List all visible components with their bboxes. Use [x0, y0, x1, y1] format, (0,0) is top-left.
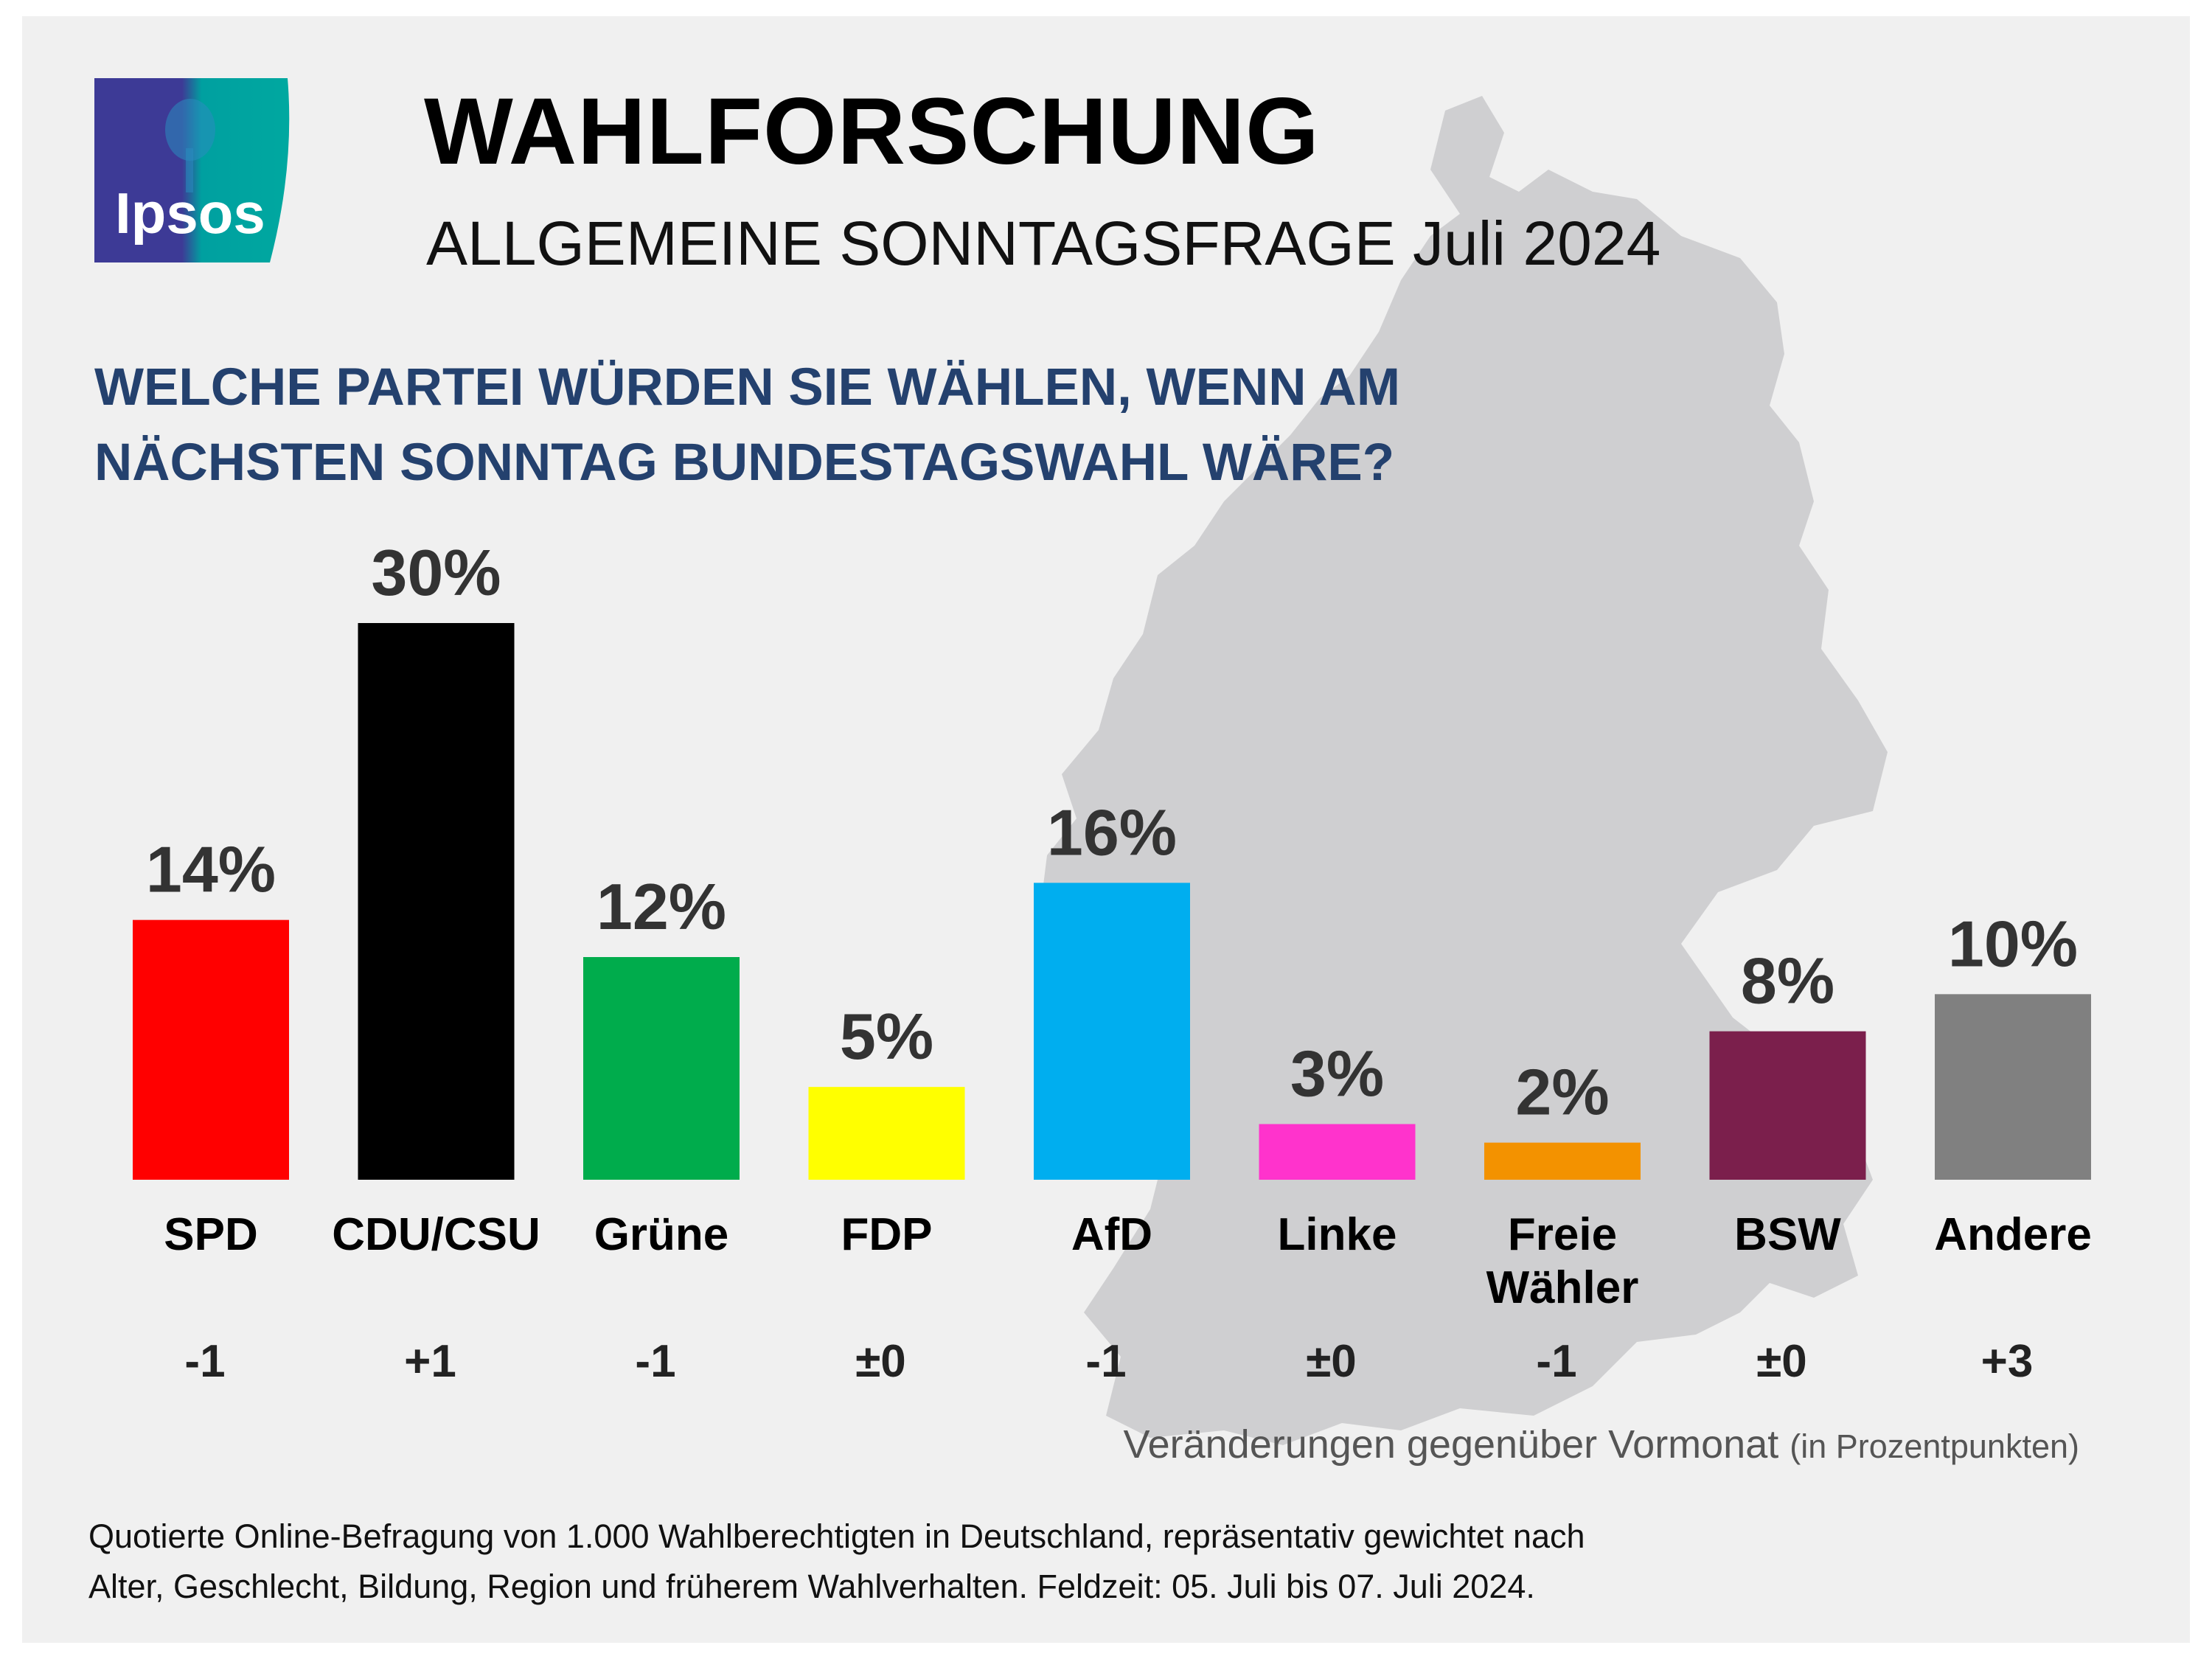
change-note: Veränderungen gegenüber Vormonat (in Pro… [1124, 1422, 2079, 1467]
footnote-line-2: Alter, Geschlecht, Bildung, Region und f… [88, 1568, 1535, 1605]
bar-value-label: 8% [1741, 945, 1834, 1018]
bar-value-label: 14% [146, 833, 276, 906]
bar-value-label: 10% [1948, 907, 2078, 980]
change-label: +3 [1981, 1336, 2034, 1387]
bar-bsw [1709, 1031, 1866, 1180]
bar-andere [1935, 994, 2091, 1180]
bar-value-label: 16% [1047, 796, 1177, 869]
category-label: Wähler [1486, 1262, 1639, 1313]
change-label: ±0 [1306, 1336, 1357, 1387]
change-note-detail: (in Prozentpunkten) [1790, 1427, 2079, 1465]
bar-freie-w-hler [1484, 1142, 1641, 1180]
change-label: -1 [635, 1336, 675, 1387]
bar-cdu-csu [358, 623, 515, 1180]
category-label: Linke [1278, 1209, 1397, 1260]
change-note-main: Veränderungen gegenüber Vormonat [1123, 1422, 1779, 1467]
change-label: -1 [1085, 1336, 1126, 1387]
logo-text: Ipsos [115, 181, 265, 246]
bar-value-label: 12% [597, 870, 726, 943]
footnote-line-1: Quotierte Online-Befragung von 1.000 Wah… [88, 1517, 1585, 1555]
page-title: WAHLFORSCHUNG [424, 79, 1320, 184]
bar-value-label: 5% [840, 1000, 933, 1073]
bar-value-label: 2% [1515, 1056, 1609, 1129]
change-label: -1 [1536, 1336, 1576, 1387]
change-label: ±0 [855, 1336, 906, 1387]
category-label: FDP [841, 1209, 933, 1260]
category-label: Andere [1934, 1209, 2092, 1260]
page-subtitle: ALLGEMEINE SONNTAGSFRAGE Juli 2024 [426, 209, 1661, 278]
category-label: Freie [1508, 1209, 1617, 1260]
category-label: AfD [1071, 1209, 1152, 1260]
ipsos-logo: Ipsos [94, 78, 290, 262]
footnote: Quotierte Online-Befragung von 1.000 Wah… [88, 1512, 2079, 1612]
bar-fdp [808, 1087, 965, 1180]
survey-question: WELCHE PARTEI WÜRDEN SIE WÄHLEN, WENN AM… [94, 358, 1400, 492]
change-label: +1 [404, 1336, 456, 1387]
germany-map-silhouette [1040, 96, 1888, 1445]
bar-afd [1034, 883, 1190, 1180]
bar-linke [1259, 1124, 1416, 1180]
bar-value-label: 30% [371, 536, 501, 609]
category-label: BSW [1734, 1209, 1841, 1260]
bar-spd [133, 919, 289, 1180]
bar-gr-ne [583, 957, 740, 1180]
bar-value-label: 3% [1290, 1037, 1384, 1110]
change-label: -1 [184, 1336, 225, 1387]
category-label: CDU/CSU [332, 1209, 540, 1260]
category-label: SPD [164, 1209, 257, 1260]
change-label: ±0 [1756, 1336, 1807, 1387]
category-label: Grüne [594, 1209, 729, 1260]
